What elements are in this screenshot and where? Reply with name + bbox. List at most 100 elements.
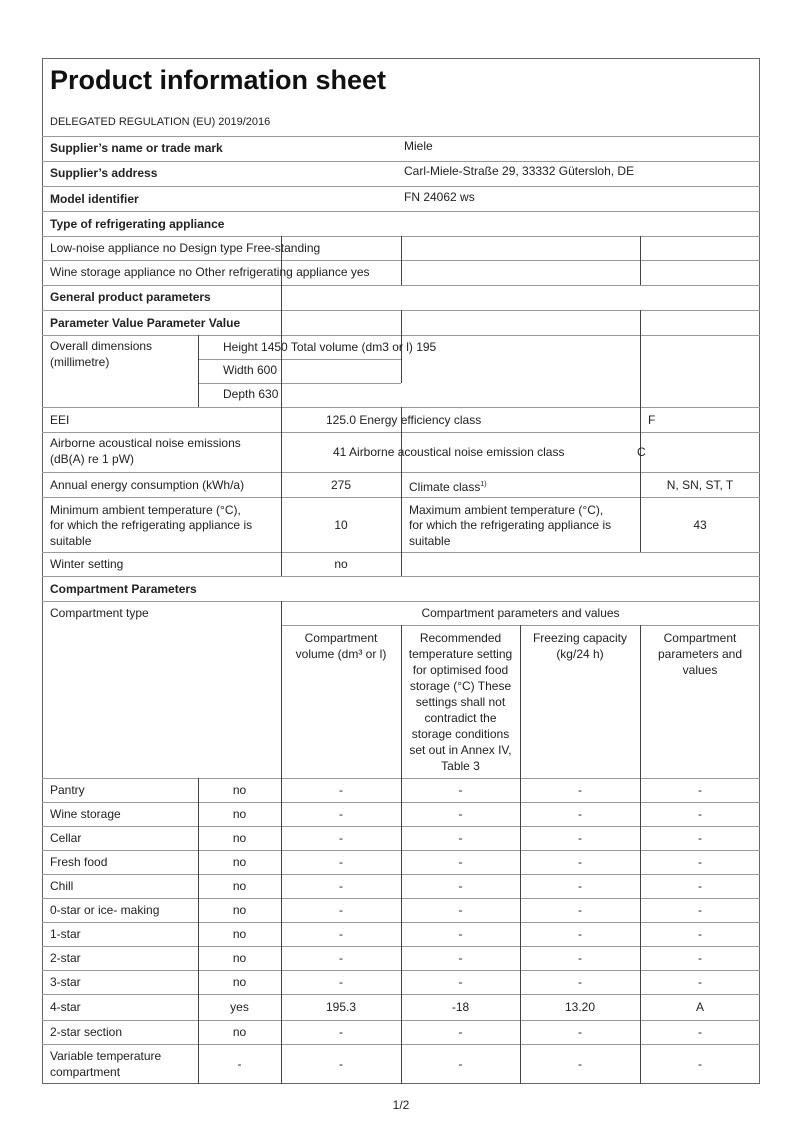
- compartment-row-value: -: [698, 975, 702, 989]
- compartment-column-header: Compartment volume (dm³ or l): [295, 631, 387, 661]
- compartment-row-value: no: [232, 927, 247, 941]
- compartment-row-value: -: [458, 855, 463, 869]
- compartment-row-value: -: [578, 927, 582, 941]
- general-heading: General product parameters: [50, 290, 211, 304]
- compartment-column-header: Compartment parameters and values: [657, 631, 743, 677]
- min-temp-label: Minimum ambient temperature (°C),: [50, 503, 241, 517]
- compartment-row-value: -: [458, 807, 463, 821]
- overall-dimensions-label: Overall dimensions: [50, 339, 153, 353]
- max-temp-label: Maximum ambient temperature (°C),: [409, 503, 604, 517]
- column-divider: [401, 552, 402, 576]
- compartment-row-value: -: [698, 879, 702, 893]
- compartment-row-value: -: [698, 831, 702, 845]
- footnote-marker: 1): [480, 481, 487, 488]
- min-temp-label-3: suitable: [50, 534, 92, 548]
- min-temp-label-2: for which the refrigerating appliance is: [50, 518, 253, 532]
- compartment-row-value: -: [339, 807, 343, 821]
- compartment-row-value: -: [578, 951, 582, 965]
- compartment-row-value: -: [698, 951, 702, 965]
- compartment-row-value: -: [458, 1057, 463, 1071]
- compartment-row-label: 2-star section: [50, 1025, 123, 1039]
- depth-value: Depth 630: [223, 387, 279, 401]
- compartment-row-label: Pantry: [50, 783, 85, 797]
- compartment-heading: Compartment Parameters: [50, 582, 197, 596]
- column-divider: [281, 552, 282, 576]
- row-divider: [42, 576, 760, 577]
- column-divider: [640, 310, 641, 335]
- compartment-row-value: -: [578, 975, 582, 989]
- winter-setting-value: no: [334, 557, 348, 571]
- compartment-row-label: 1-star: [50, 927, 81, 941]
- compartment-row-value: no: [232, 855, 247, 869]
- column-divider: [520, 778, 521, 1084]
- compartment-row-value: -: [698, 1025, 702, 1039]
- column-divider: [640, 778, 641, 1084]
- row-divider: [198, 359, 401, 360]
- compartment-row-value: -: [578, 807, 582, 821]
- column-divider: [281, 407, 282, 552]
- type-row-wine-storage: Wine storage appliance no Other refriger…: [50, 265, 370, 279]
- climate-class-value: N, SN, ST, T: [666, 478, 734, 492]
- column-divider: [281, 335, 282, 407]
- compartment-column-header: Recommended temperature setting for opti…: [408, 631, 513, 773]
- row-divider: [42, 161, 760, 162]
- column-divider: [401, 625, 402, 778]
- supplier-address-label: Supplier’s address: [50, 166, 158, 180]
- climate-class-text: Climate class: [409, 480, 481, 494]
- row-divider: [198, 383, 401, 384]
- column-divider: [281, 778, 282, 1084]
- column-divider: [520, 625, 521, 778]
- winter-setting-label: Winter setting: [50, 557, 124, 571]
- eei-value: 125.0 Energy efficiency class: [326, 413, 482, 427]
- model-identifier-value: FN 24062 ws: [404, 190, 475, 204]
- compartment-row-value: -: [458, 879, 463, 893]
- noise-class-value: C: [637, 445, 646, 459]
- energy-class-value: F: [648, 413, 656, 427]
- column-divider: [281, 236, 282, 310]
- column-divider: [198, 778, 199, 1084]
- compartment-row-value: -: [339, 879, 343, 893]
- compartment-row-value: -: [458, 831, 463, 845]
- model-identifier-label: Model identifier: [50, 192, 139, 206]
- compartment-row-value: -: [578, 831, 582, 845]
- column-divider: [401, 335, 402, 383]
- compartment-row-value: -: [339, 783, 343, 797]
- max-temp-label-3: suitable: [409, 534, 451, 548]
- compartment-row-value: no: [232, 879, 247, 893]
- type-row-low-noise: Low-noise appliance no Design type Free-…: [50, 241, 321, 255]
- compartment-row-label: 3-star: [50, 975, 81, 989]
- page-number: 1/2: [392, 1098, 410, 1112]
- supplier-address-value: Carl-Miele-Straße 29, 33332 Gütersloh, D…: [404, 164, 635, 178]
- type-heading: Type of refrigerating appliance: [50, 217, 225, 231]
- compartment-row-value: no: [232, 951, 247, 965]
- height-value: Height 1450 Total volume (dm3 or l) 195: [223, 340, 437, 354]
- compartment-row-value: -: [578, 1057, 582, 1071]
- compartment-row-value: 195.3: [325, 1000, 357, 1014]
- compartment-row-value: 13.20: [564, 1000, 596, 1014]
- compartment-row-value: yes: [230, 1000, 249, 1014]
- compartment-row-value: -: [698, 1057, 702, 1071]
- compartment-row-value: -: [339, 951, 343, 965]
- compartment-row-label: 2-star: [50, 951, 81, 965]
- noise-value: 41 Airborne acoustical noise emission cl…: [333, 445, 565, 459]
- annual-energy-label: Annual energy consumption (kWh/a): [50, 478, 245, 492]
- annual-energy-value: 275: [330, 478, 352, 492]
- compartment-group-header: Compartment parameters and values: [421, 606, 620, 620]
- compartment-row-value: -: [578, 855, 582, 869]
- compartment-row-value: -: [458, 903, 463, 917]
- compartment-row-value: -: [578, 903, 582, 917]
- eei-label: EEI: [50, 413, 70, 427]
- compartment-row-value: -: [339, 975, 343, 989]
- min-temp-value: 10: [334, 518, 348, 532]
- width-value: Width 600: [223, 363, 278, 377]
- compartment-row-value: -: [339, 927, 343, 941]
- compartment-row-value: no: [232, 903, 247, 917]
- compartment-type-header: Compartment type: [50, 606, 149, 620]
- compartment-column-header: Freezing capacity (kg/24 h): [532, 631, 628, 661]
- compartment-row-value: -: [698, 783, 702, 797]
- compartment-row-value: -: [458, 975, 463, 989]
- compartment-row-value: -: [698, 855, 702, 869]
- param-header: Parameter Value Parameter Value: [50, 316, 241, 330]
- compartment-row-value: -: [458, 927, 463, 941]
- compartment-row-value: -: [698, 927, 702, 941]
